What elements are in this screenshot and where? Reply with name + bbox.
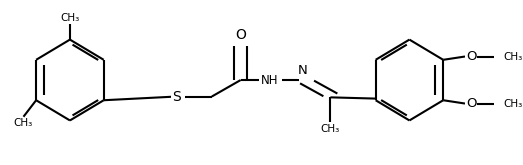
Text: S: S: [172, 90, 181, 103]
Text: O: O: [235, 29, 246, 42]
Text: N: N: [298, 65, 308, 77]
Text: CH₃: CH₃: [503, 99, 522, 109]
Text: O: O: [466, 50, 476, 63]
Text: O: O: [466, 97, 476, 110]
Text: CH₃: CH₃: [14, 118, 33, 128]
Text: CH₃: CH₃: [60, 13, 79, 23]
Text: CH₃: CH₃: [503, 51, 522, 62]
Text: CH₃: CH₃: [321, 124, 340, 134]
Text: NH: NH: [261, 74, 278, 86]
